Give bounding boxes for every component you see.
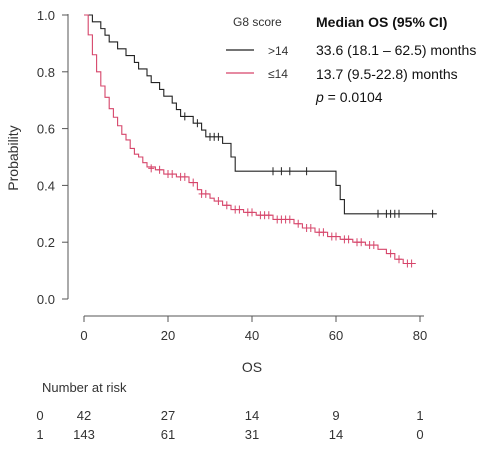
- risk-table-rows: 0 42 27 14 9 1 1 143 61 31 14 0: [36, 408, 423, 442]
- p-value-text: = 0.0104: [324, 89, 383, 105]
- x-tick-label: 60: [329, 328, 343, 343]
- risk-count: 42: [77, 408, 91, 423]
- x-tick-label: 20: [161, 328, 175, 343]
- p-value: p = 0.0104: [315, 89, 383, 105]
- survival-curve-le14: [84, 14, 416, 265]
- x-axis-title: OS: [242, 359, 262, 375]
- y-tick-label: 0.4: [37, 178, 55, 193]
- risk-count: 9: [332, 408, 339, 423]
- y-tick-label: 0.0: [37, 292, 55, 307]
- risk-count: 0: [416, 427, 423, 442]
- x-tick-label: 80: [413, 328, 427, 343]
- median-os-gt14: 33.6 (18.1 – 62.5) months: [316, 42, 476, 58]
- y-tick-label: 0.2: [37, 235, 55, 250]
- risk-count: 143: [73, 427, 95, 442]
- y-axis-title: Probability: [5, 125, 21, 190]
- y-tick-label: 0.8: [37, 65, 55, 80]
- median-os-le14: 13.7 (9.5-22.8) months: [316, 66, 458, 82]
- x-tick-label: 40: [245, 328, 259, 343]
- risk-count: 14: [245, 408, 259, 423]
- median-os-title: Median OS (95% CI): [316, 14, 447, 30]
- risk-table-title: Number at risk: [42, 380, 127, 395]
- risk-count: 27: [161, 408, 175, 423]
- legend-title: G8 score: [233, 15, 282, 29]
- median-os-annotation: Median OS (95% CI) 33.6 (18.1 – 62.5) mo…: [315, 14, 476, 105]
- p-symbol: p: [315, 89, 324, 105]
- risk-count: 1: [416, 408, 423, 423]
- risk-count: 61: [161, 427, 175, 442]
- y-ticks: 0.0 0.2 0.4 0.6 0.8 1.0: [37, 8, 68, 307]
- x-tick-label: 0: [80, 328, 87, 343]
- risk-count: 31: [245, 427, 259, 442]
- y-tick-label: 1.0: [37, 8, 55, 23]
- y-tick-label: 0.6: [37, 122, 55, 137]
- x-ticks: 0 20 40 60 80: [80, 316, 427, 343]
- risk-group-label: 0: [36, 408, 43, 423]
- legend-label-gt14: >14: [268, 44, 289, 58]
- legend-label-le14: ≤14: [268, 67, 288, 81]
- legend: G8 score >14 ≤14: [226, 15, 289, 81]
- survival-curve-gt14: [84, 14, 437, 215]
- risk-group-label: 1: [36, 427, 43, 442]
- survival-curves: [84, 14, 437, 268]
- risk-table: Number at risk 0 42 27 14 9 1 1 143 61 31 14 0: [36, 380, 423, 442]
- risk-count: 14: [329, 427, 343, 442]
